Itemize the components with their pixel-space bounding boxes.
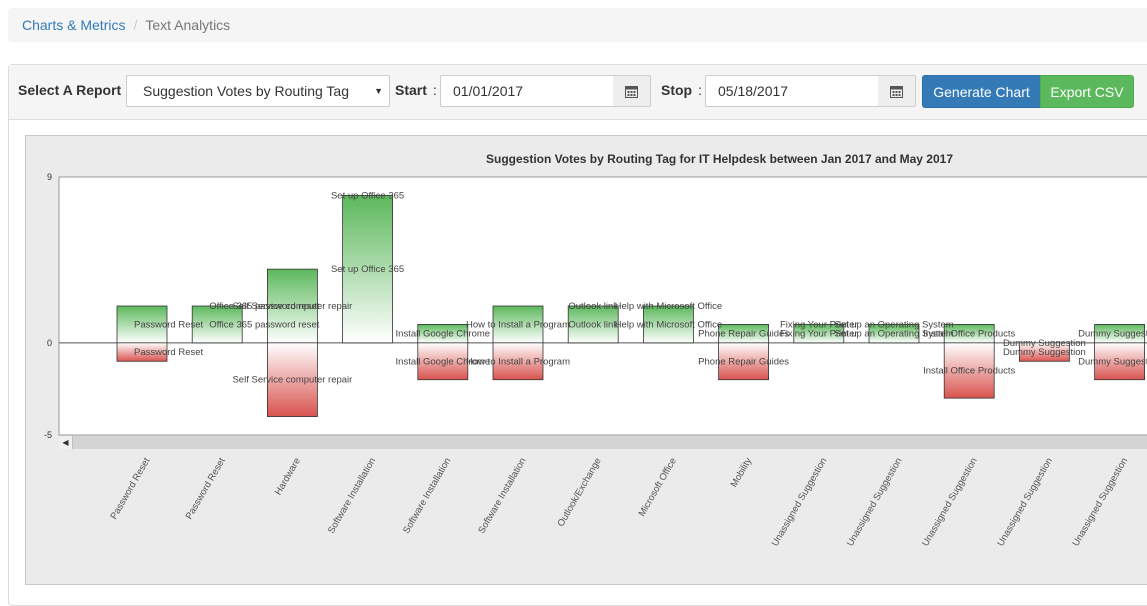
bar-label: Fixing Your Printer — [780, 319, 858, 330]
breadcrumb-separator: / — [133, 17, 138, 33]
bar-label: Install Google Chrome — [396, 356, 491, 367]
calendar-icon — [890, 86, 903, 98]
bar-negative — [492, 342, 544, 381]
chart-horizontal-scrollbar[interactable]: ◀ — [59, 435, 1147, 449]
x-tick-label: Password Reset — [108, 456, 152, 522]
bar-label: Help with Microsoft Office — [615, 319, 723, 330]
generate-chart-button[interactable]: Generate Chart — [922, 75, 1041, 108]
x-tick-label: Unassigned Suggestion — [995, 456, 1055, 548]
bar-positive — [342, 195, 394, 344]
bar-label: Phone Repair Guides — [698, 329, 789, 340]
x-tick-label: Unassigned Suggestion — [920, 456, 980, 548]
report-panel: Select A Report Suggestion Votes by Rout… — [8, 64, 1147, 606]
bar-label: Office 365 password reset — [209, 319, 320, 330]
report-select[interactable]: Suggestion Votes by Routing Tag ▼ — [126, 75, 390, 107]
x-tick-label: Unassigned Suggestion — [1070, 456, 1130, 548]
bar-negative — [266, 342, 318, 417]
bar-negative — [718, 342, 769, 381]
bar-negative — [417, 342, 469, 381]
bar-label: Set up Office 365 — [331, 264, 404, 275]
bar-label: Help with Microsoft Office — [615, 301, 723, 312]
stop-label: Stop: — [661, 82, 702, 98]
x-tick-label: Outlook/Exchange — [555, 456, 603, 529]
bar-label: Outlook link — [568, 301, 618, 312]
y-tick-label: 0 — [47, 338, 52, 348]
y-tick-label: -5 — [44, 430, 52, 440]
bar-label: Set up an Operating System — [834, 329, 953, 340]
bar-negative — [1094, 342, 1145, 381]
bar-positive — [643, 305, 694, 344]
bar-negative — [1019, 342, 1070, 362]
bar-label: Install Google Chrome — [396, 329, 491, 340]
bar-label: How to Install a Program — [466, 356, 570, 367]
breadcrumb-current: Text Analytics — [145, 17, 231, 33]
bar-label: Self Service computer repair — [232, 301, 352, 312]
bar-label: Office 365 password reset — [209, 301, 320, 312]
x-tick-label: Mobility — [729, 456, 755, 490]
x-tick-label: Microsoft Office — [637, 456, 679, 519]
chevron-left-icon[interactable]: ◀ — [59, 436, 73, 449]
chart-title: Suggestion Votes by Routing Tag for IT H… — [486, 152, 953, 166]
x-tick-label: Hardware — [273, 456, 303, 497]
report-select-label: Select A Report — [18, 82, 122, 98]
calendar-icon — [625, 86, 638, 98]
start-date-input[interactable]: 01/01/2017 — [440, 75, 614, 107]
report-select-value: Suggestion Votes by Routing Tag — [143, 83, 350, 99]
bar-chart: 9 0 -5 Password Reset Password Reset Office 3… — [44, 172, 1147, 548]
bar-label: Install Office Products — [923, 366, 1015, 377]
bar-label: Install Office Products — [923, 329, 1015, 340]
breadcrumb: Charts & Metrics / Text Analytics — [8, 8, 1147, 42]
bar-positive — [868, 324, 920, 344]
bar-label: Phone Repair Guides — [698, 356, 789, 367]
caret-down-icon: ▼ — [374, 86, 383, 96]
bar-label: Dummy Suggestion — [1003, 347, 1086, 358]
bar-label: Password Reset — [134, 347, 204, 358]
x-tick-label: Unassigned Suggestion — [770, 456, 830, 548]
report-controls-bar: Select A Report Suggestion Votes by Rout… — [9, 65, 1147, 120]
bar-label: Set up Office 365 — [331, 190, 404, 201]
export-csv-button[interactable]: Export CSV — [1040, 75, 1134, 108]
start-calendar-button[interactable] — [613, 75, 651, 107]
bar-label: Self Service computer repair — [232, 375, 352, 386]
breadcrumb-link-charts-metrics[interactable]: Charts & Metrics — [22, 17, 126, 33]
stop-date-input[interactable]: 05/18/2017 — [705, 75, 879, 107]
x-tick-label: Software Installation — [326, 456, 378, 536]
bar-negative — [116, 342, 168, 362]
bar-positive — [492, 305, 544, 344]
stop-calendar-button[interactable] — [878, 75, 916, 107]
x-tick-label: Software Installation — [401, 456, 453, 536]
bar-label: Outlook link — [568, 319, 618, 330]
bar-label: Password Reset — [134, 319, 204, 330]
bar-label: Set up an Operating System — [834, 319, 953, 330]
bar-positive — [567, 305, 619, 344]
bar-label: Fixing Your Printer — [780, 329, 858, 340]
stop-date-value: 05/18/2017 — [718, 83, 789, 99]
x-tick-label: Software Installation — [476, 456, 528, 536]
bar-positive — [266, 268, 318, 344]
chart-container: Suggestion Votes by Routing Tag for IT H… — [25, 135, 1147, 585]
bar-label: Dummy Suggestion — [1003, 338, 1086, 349]
x-tick-label: Password Reset — [184, 456, 228, 522]
bar-negative — [943, 342, 995, 399]
bar-label: How to Install a Program — [466, 319, 570, 330]
bar-positive — [793, 324, 845, 344]
bar-label: Dummy Suggestion — [1078, 329, 1147, 340]
start-label: Start: — [395, 82, 437, 98]
start-date-value: 01/01/2017 — [453, 83, 524, 99]
bar-positive — [191, 305, 243, 344]
y-tick-label: 9 — [47, 172, 52, 182]
x-tick-label: Unassigned Suggestion — [845, 456, 905, 548]
bar-label: Dummy Suggestion — [1078, 356, 1147, 367]
